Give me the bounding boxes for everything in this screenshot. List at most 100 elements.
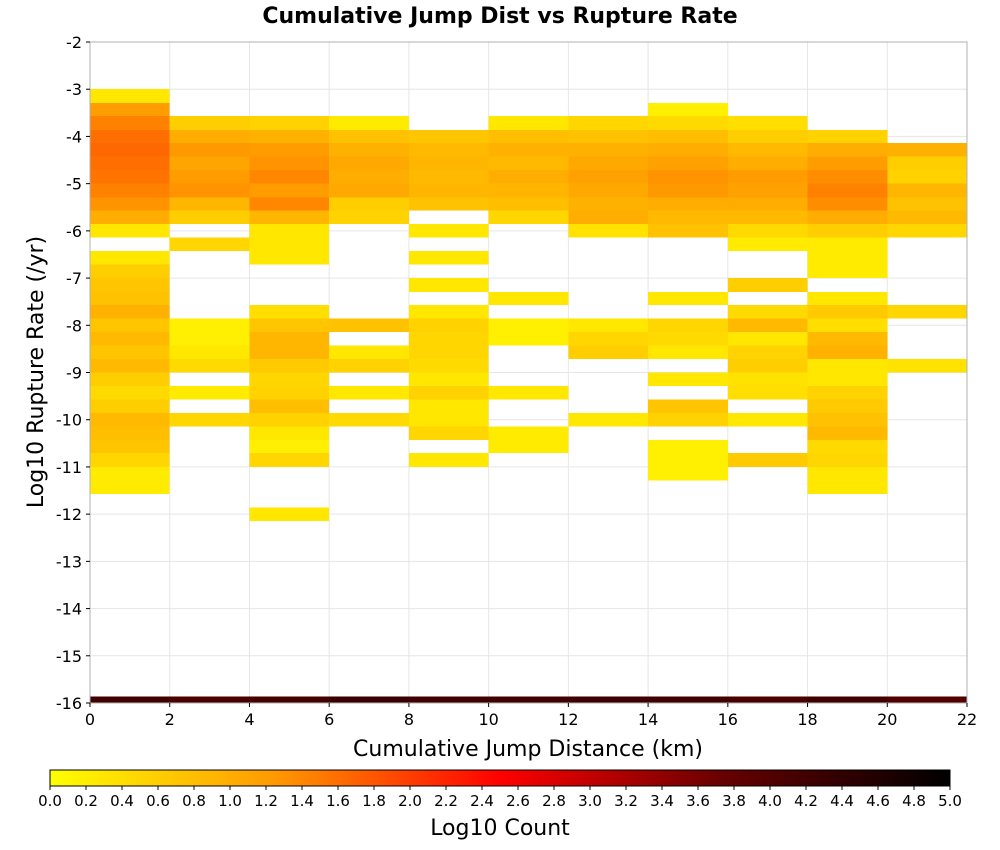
heatmap-cell	[727, 413, 808, 427]
heatmap-cell	[90, 264, 170, 279]
heatmap-cell	[249, 169, 330, 184]
heatmap-cell	[249, 372, 330, 387]
heatmap-cell	[568, 318, 649, 332]
heatmap-cell	[169, 169, 250, 184]
heatmap-cell	[648, 399, 728, 414]
heatmap-cell	[807, 413, 888, 427]
colorbar-tick-label: 0.6	[146, 792, 170, 810]
heatmap-cell	[169, 386, 250, 400]
heatmap-cell	[648, 210, 728, 225]
heatmap-cell	[90, 143, 170, 157]
y-tick-label: -5	[66, 175, 82, 194]
heatmap-cell	[90, 156, 170, 170]
heatmap-cell	[169, 413, 250, 427]
heatmap-cell	[887, 169, 967, 184]
heatmap-cell	[249, 386, 330, 400]
heatmap-cell	[90, 251, 170, 265]
heatmap-cell	[488, 169, 569, 184]
heatmap-cell	[807, 318, 888, 332]
colorbar-tick-label: 0.4	[110, 792, 134, 810]
heatmap-cell	[727, 169, 808, 184]
heatmap-cell	[408, 453, 489, 467]
heatmap-cell	[807, 466, 888, 494]
heatmap-cell	[727, 358, 808, 373]
heatmap-cell	[90, 224, 170, 238]
heatmap-cell	[169, 183, 250, 198]
heatmap-cell	[249, 507, 330, 521]
heatmap-cell	[568, 224, 649, 238]
colorbar-tick-label: 4.2	[794, 792, 818, 810]
colorbar-tick-label: 3.8	[722, 792, 746, 810]
y-tick-label: -15	[56, 647, 82, 666]
heatmap-cell	[329, 345, 409, 359]
heatmap-cell	[568, 210, 649, 225]
x-axis-ticks: 0 2 4 6 8 10 12 14 16 18 20 22	[85, 703, 977, 729]
heatmap-cell	[648, 129, 728, 144]
y-tick-label: -3	[66, 80, 82, 99]
heatmap-cell	[90, 291, 170, 305]
heatmap-cell	[568, 116, 649, 130]
heatmap-cell	[727, 143, 808, 157]
heatmap-cell	[249, 440, 330, 454]
colorbar-tick-label: 1.0	[218, 792, 242, 810]
x-tick-label: 8	[404, 710, 414, 729]
heatmap-cell	[249, 183, 330, 198]
heatmap-cell	[807, 358, 888, 373]
heatmap-cell	[408, 197, 489, 211]
heatmap-cell	[568, 143, 649, 157]
chart-title: Cumulative Jump Dist vs Rupture Rate	[262, 4, 737, 29]
heatmap-cell	[408, 399, 489, 414]
heatmap-cell	[648, 143, 728, 157]
heatmap-cell	[90, 358, 170, 373]
heatmap-cell	[329, 169, 409, 184]
colorbar-tick-label: 5.0	[938, 792, 962, 810]
heatmap-cell	[90, 116, 170, 130]
y-tick-label: -16	[56, 694, 82, 713]
heatmap-cell	[727, 386, 808, 400]
colorbar-tick-label: 4.4	[830, 792, 854, 810]
heatmap-cell	[408, 331, 489, 346]
heatmap-cell	[249, 358, 330, 373]
heatmap-cell	[727, 304, 808, 319]
heatmap-cell	[887, 183, 967, 198]
colorbar-tick-label: 2.6	[506, 792, 530, 810]
y-tick-label: -14	[56, 600, 82, 619]
heatmap-cell	[90, 413, 170, 427]
heatmap-cell	[807, 399, 888, 414]
heatmap-cell	[648, 440, 728, 481]
colorbar-tick-label: 2.4	[470, 792, 494, 810]
heatmap-cell	[90, 183, 170, 198]
heatmap-cell	[727, 197, 808, 211]
heatmap-cell	[727, 372, 808, 387]
heatmap-cell	[169, 237, 250, 252]
colorbar-tick-label: 3.6	[686, 792, 710, 810]
x-tick-label: 2	[165, 710, 175, 729]
heatmap-cell	[807, 143, 888, 157]
heatmap-cell	[648, 696, 728, 703]
heatmap-cell	[807, 372, 888, 387]
heatmap-cell	[408, 304, 489, 319]
heatmap-cell	[727, 696, 808, 703]
x-tick-label: 18	[797, 710, 817, 729]
y-tick-label: -6	[66, 222, 82, 241]
heatmap-cell	[568, 413, 649, 427]
heatmap-cell	[727, 278, 808, 292]
x-tick-label: 4	[244, 710, 254, 729]
y-tick-label: -11	[56, 458, 82, 477]
heatmap-cell	[90, 386, 170, 400]
heatmap-cell	[807, 210, 888, 225]
heatmap-cell	[408, 358, 489, 373]
heatmap-cell	[727, 331, 808, 346]
heatmap-cell	[807, 386, 888, 400]
heatmap-cell	[329, 156, 409, 170]
heatmap-cell	[648, 169, 728, 184]
heatmap-cell	[90, 197, 170, 211]
heatmap-cell	[807, 291, 888, 305]
heatmap-cell	[169, 143, 250, 157]
heatmap-cell	[648, 331, 728, 346]
colorbar-tick-label: 3.2	[614, 792, 638, 810]
heatmap-cell	[727, 318, 808, 332]
heatmap-cell	[408, 129, 489, 144]
heatmap-cell	[329, 197, 409, 211]
